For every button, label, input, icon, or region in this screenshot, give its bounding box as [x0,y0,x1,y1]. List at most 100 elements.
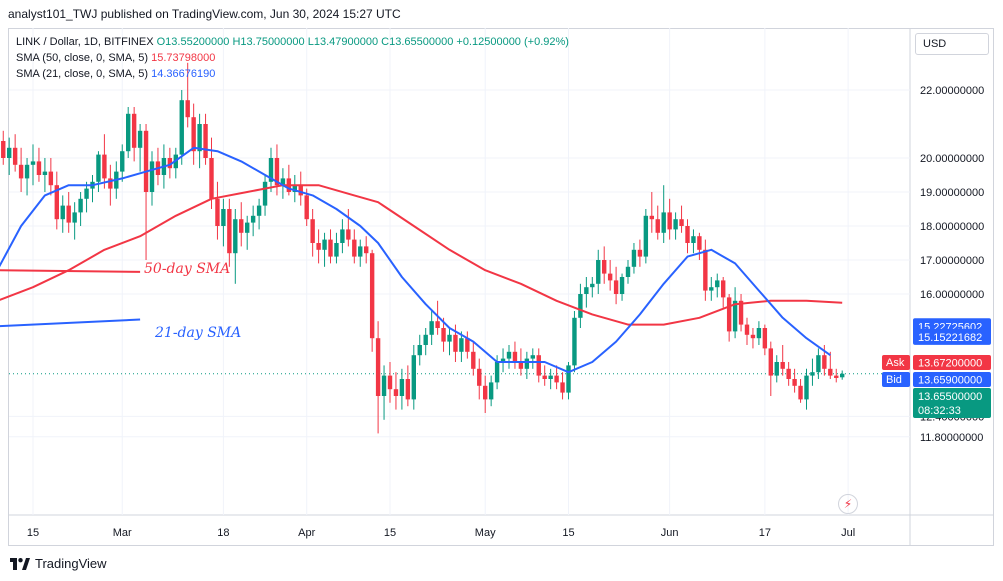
candle-body [834,375,839,378]
candle-body [12,147,18,165]
candle-body [120,151,125,172]
candle-body [280,178,286,186]
bid-tag-bg [882,372,910,387]
candle-body [596,260,601,284]
candle-body [625,266,631,277]
candle-body [209,158,214,199]
candle-body [590,283,595,288]
candle-body [66,205,71,223]
candle-body [488,382,494,400]
candle-body [268,158,274,182]
candle-body [756,328,762,339]
x-tick-label: 15 [384,527,396,539]
candle-body [54,185,59,220]
y-tick-label: 20.00000000 [920,153,984,165]
candle-body [227,209,232,254]
sma50-line [0,184,843,326]
candle-body [316,243,321,250]
candle-body [1,141,6,158]
legend-symbol: LINK / Dollar, 1D, BITFINEX [16,36,154,48]
candle-body [7,147,12,158]
candle-body [24,164,30,179]
candle-body [108,178,113,189]
candle-body [804,375,809,400]
candle-body [792,379,797,386]
candle-body [816,355,821,373]
candle-body [566,365,571,393]
candle-body [822,355,827,369]
candle-body [298,185,303,196]
candle-body [149,161,155,192]
currency-selector[interactable]: USD [915,33,989,55]
candle-body [459,338,464,352]
candle-body [673,219,678,230]
candle-body [423,334,428,345]
candle-body [798,385,803,400]
candle-body [96,154,101,182]
candle-body [310,219,315,243]
candle-body [471,351,476,369]
legend-high: H13.75000000 [232,36,305,48]
candle-body [774,362,779,376]
countdown-label: 08:32:33 [918,405,961,417]
ask-tag-bg [882,355,910,370]
lightning-icon[interactable]: ⚡ [838,494,858,514]
candle-body [518,362,524,369]
candle-body [393,389,399,396]
candle-body [126,113,131,152]
candle-body [578,294,583,318]
legend-sma21-row[interactable]: SMA (21, close, 0, SMA, 5) 14.36676190 [16,66,569,82]
candle-body [84,188,89,199]
candle-body [328,239,333,257]
candle-body [721,280,726,298]
candle-body [691,236,696,243]
annotation-21-day-sma: 21-day SMA [154,325,241,341]
candle-body [732,300,738,332]
candle-body [709,287,714,291]
x-tick-label: Apr [298,527,315,539]
candle-body [715,280,720,288]
x-tick-label: 15 [562,527,574,539]
candle-body [429,321,434,335]
candle-body [245,222,250,233]
candle-body [203,124,208,158]
candle-body [405,379,411,400]
candle-body [78,198,83,213]
candle-body [750,334,756,339]
candle-body [477,368,482,386]
candle-body [602,260,607,274]
candle-body [619,277,625,294]
candle-body [346,229,351,240]
candle-body [536,355,541,376]
candle-body [643,215,649,257]
candle-body [572,317,577,366]
x-tick-label: Mar [113,527,132,539]
candle-body [185,100,190,118]
candle-body [239,219,244,233]
legend-sma21-value: 14.36676190 [151,68,216,80]
candle-body [364,246,369,254]
chart-frame [8,28,994,546]
candle-body [36,161,42,175]
candle-body [435,321,440,328]
y-tick-label: 19.00000000 [920,187,984,199]
candle-body [560,382,565,393]
y-tick-label: 16.00000000 [920,289,984,301]
candle-body [685,226,690,243]
bid-price-label: 13.65900000 [918,375,982,387]
x-tick-label: Jun [661,527,679,539]
candle-body [584,287,589,294]
candle-body [726,297,732,332]
footer-brand[interactable]: TradingView [10,556,107,571]
ask-price-label: 13.67200000 [918,358,982,370]
candle-body [375,338,381,396]
candle-body [649,215,654,220]
candle-body [762,328,768,349]
candle-body [703,249,708,291]
candle-body [810,372,815,376]
candle-body [679,219,684,226]
legend-sma50-row[interactable]: SMA (50, close, 0, SMA, 5) 15.73798000 [16,50,569,66]
candle-body [381,375,387,396]
candle-body [768,348,773,376]
